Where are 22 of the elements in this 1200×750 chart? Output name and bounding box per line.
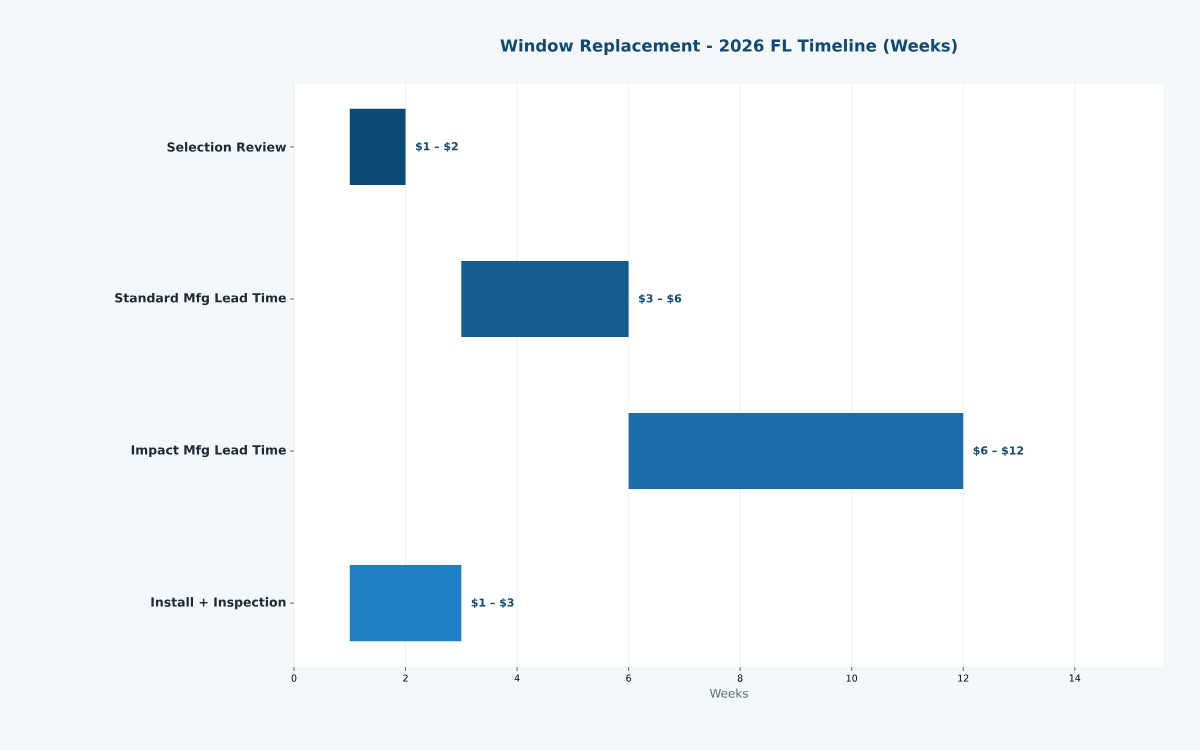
- x-tick-label: 12: [958, 674, 969, 682]
- x-tick-label: 8: [737, 674, 743, 682]
- annotation: $1 – $2: [415, 141, 458, 152]
- y-tick-label: Impact Mfg Lead Time: [131, 444, 286, 458]
- annotation: $3 – $6: [639, 293, 682, 304]
- annotation: $1 – $3: [471, 598, 514, 609]
- x-tick-label: 4: [514, 674, 520, 682]
- annotation: $6 – $12: [973, 446, 1024, 457]
- x-tick-label: 10: [846, 674, 858, 682]
- x-tick-label: 0: [291, 674, 297, 682]
- bar: [349, 565, 462, 642]
- y-tick-label: Install + Inspection: [151, 597, 286, 610]
- bar: [461, 260, 629, 337]
- x-tick-label: 6: [626, 674, 632, 682]
- x-tick-label: 2: [403, 674, 408, 682]
- chart-title: Window Replacement - 2026 FL Timeline (Weeks): [500, 39, 957, 55]
- bar: [349, 108, 406, 185]
- bar: [628, 413, 964, 490]
- y-tick-label: Standard Mfg Lead Time: [115, 292, 286, 306]
- x-axis-title: Weeks: [709, 688, 748, 698]
- x-tick-label: 14: [1069, 674, 1081, 682]
- y-tick-label: Selection Review: [167, 142, 287, 152]
